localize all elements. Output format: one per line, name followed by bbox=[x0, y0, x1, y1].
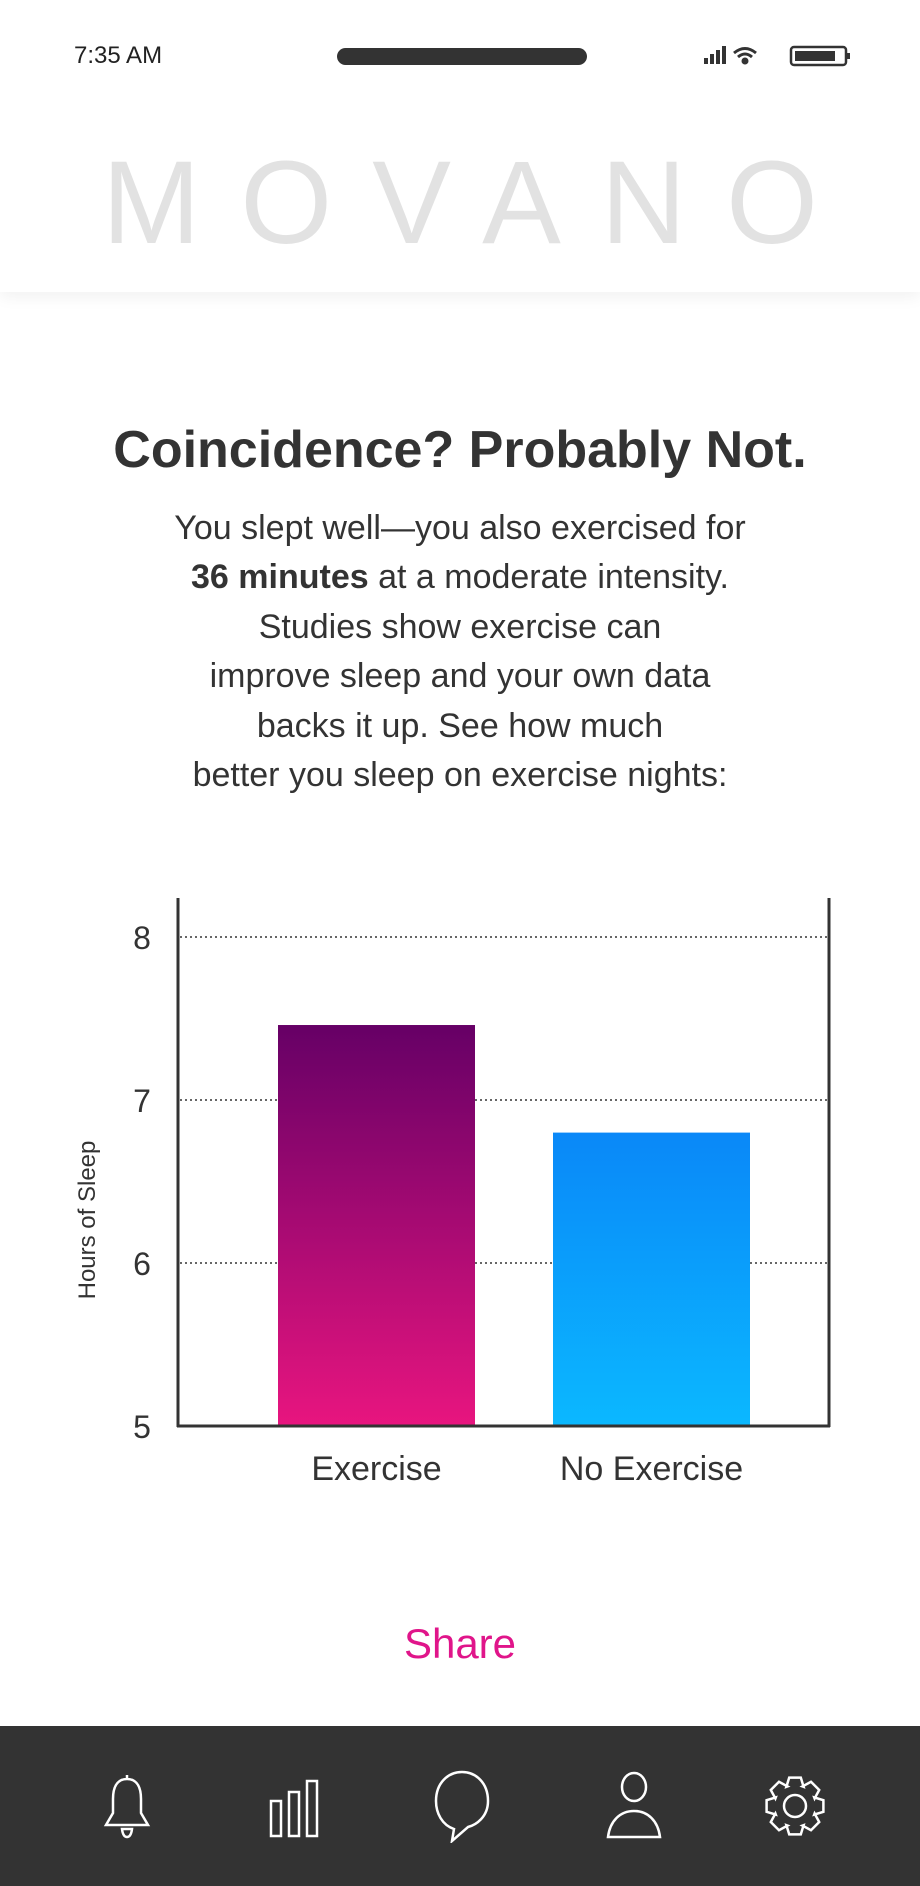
body-line: 36 minutes at a moderate intensity. bbox=[100, 553, 820, 602]
x-tick-label: No Exercise bbox=[560, 1450, 743, 1488]
y-tick-label: 8 bbox=[133, 920, 151, 956]
insight-text: You slept well—you also exercised for 36… bbox=[100, 504, 820, 800]
movano-logo: MOVANO bbox=[102, 137, 858, 269]
body-line: backs it up. See how much bbox=[256, 706, 664, 745]
battery-icon bbox=[789, 45, 850, 67]
y-tick-label: 6 bbox=[133, 1246, 151, 1282]
page-title: Coincidence? Probably Not. bbox=[113, 421, 807, 479]
nav-stats[interactable] bbox=[258, 1766, 328, 1846]
body-line: You slept well—you also exercised for bbox=[174, 509, 746, 547]
share-button[interactable]: Share bbox=[403, 1620, 517, 1667]
sleep-bar-chart: 5 6 7 8 Exercise No Exercise Hours of Sleep bbox=[74, 898, 831, 1488]
body-line: better you sleep on exercise nights: bbox=[192, 756, 728, 795]
x-tick-label: Exercise bbox=[311, 1450, 441, 1488]
body-text: at a moderate intensity. bbox=[368, 558, 729, 597]
user-icon bbox=[606, 1771, 662, 1839]
exercise-minutes: 36 minutes bbox=[191, 558, 369, 597]
bar-no-exercise bbox=[553, 1132, 750, 1426]
nav-messages[interactable] bbox=[427, 1766, 497, 1846]
status-time: 7:35 AM bbox=[74, 42, 163, 69]
signal-icon bbox=[704, 46, 726, 64]
gear-icon bbox=[765, 1776, 825, 1836]
nav-notifications[interactable] bbox=[92, 1766, 162, 1846]
nav-profile[interactable] bbox=[599, 1766, 669, 1846]
y-tick-label: 7 bbox=[133, 1083, 151, 1119]
bell-icon bbox=[103, 1775, 151, 1839]
wifi-icon bbox=[733, 47, 757, 65]
bottom-nav bbox=[0, 1726, 920, 1886]
notch bbox=[337, 48, 587, 65]
bar-chart-icon bbox=[269, 1779, 319, 1838]
bar-exercise bbox=[278, 1025, 475, 1426]
body-line: Studies show exercise can bbox=[258, 607, 662, 646]
nav-settings[interactable] bbox=[760, 1766, 830, 1846]
y-tick-label: 5 bbox=[133, 1409, 151, 1445]
chat-bubble-icon bbox=[434, 1770, 490, 1843]
y-axis-label: Hours of Sleep bbox=[74, 1141, 101, 1300]
status-icons bbox=[704, 45, 850, 67]
body-line: improve sleep and your own data bbox=[209, 657, 711, 696]
